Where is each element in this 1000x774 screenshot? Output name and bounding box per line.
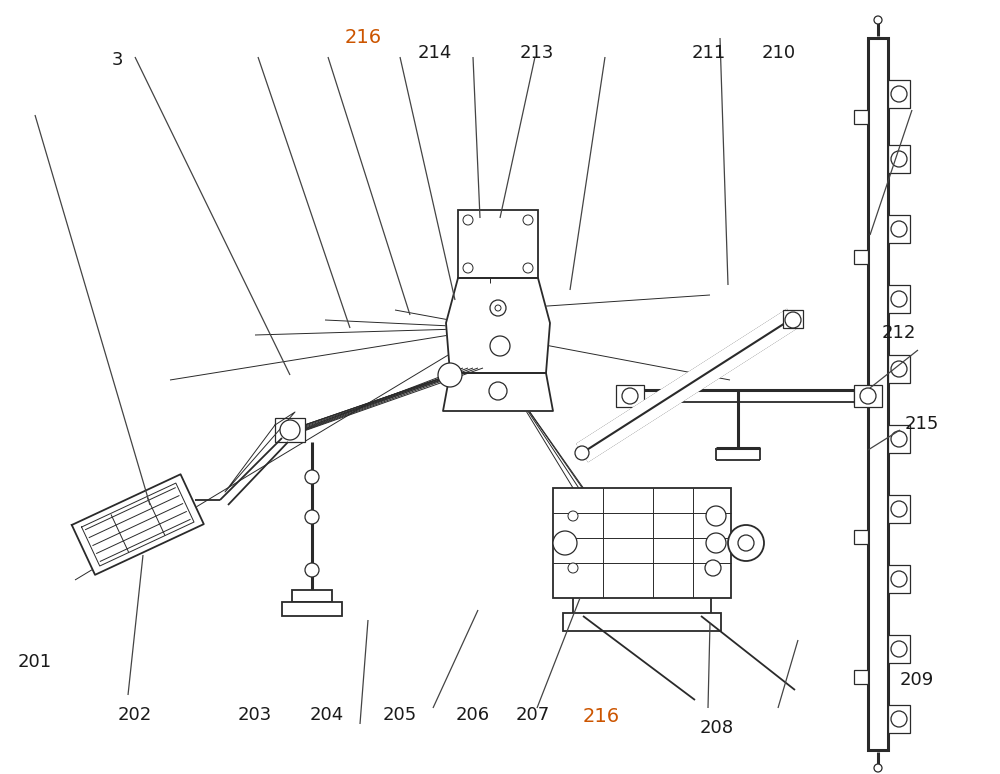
Circle shape [860, 388, 876, 404]
Circle shape [305, 510, 319, 524]
Bar [854, 390, 868, 404]
Circle shape [891, 641, 907, 657]
Bar [888, 215, 910, 243]
Bar [854, 250, 868, 264]
Text: 202: 202 [118, 706, 152, 724]
Polygon shape [446, 278, 550, 373]
Bar [888, 635, 910, 663]
Bar [888, 705, 910, 733]
Text: 211: 211 [692, 43, 726, 62]
Circle shape [728, 525, 764, 561]
Circle shape [490, 336, 510, 356]
Circle shape [463, 215, 473, 225]
Circle shape [438, 363, 462, 387]
Circle shape [489, 382, 507, 400]
Bar [854, 110, 868, 124]
Circle shape [891, 151, 907, 167]
Polygon shape [82, 483, 194, 566]
Text: 212: 212 [882, 324, 916, 342]
Bar [888, 425, 910, 453]
Bar [854, 385, 882, 407]
Text: 203: 203 [238, 706, 272, 724]
Circle shape [785, 312, 801, 328]
Bar [888, 145, 910, 173]
Text: 207: 207 [516, 706, 550, 724]
Bar [553, 488, 731, 598]
Bar [888, 565, 910, 593]
Text: 210: 210 [762, 43, 796, 62]
Bar [563, 613, 721, 631]
Bar [458, 210, 538, 278]
Text: 216: 216 [583, 707, 620, 726]
Circle shape [891, 221, 907, 237]
Circle shape [568, 563, 578, 573]
Circle shape [738, 535, 754, 551]
Circle shape [305, 563, 319, 577]
Bar [275, 418, 305, 442]
Circle shape [891, 571, 907, 587]
Circle shape [706, 533, 726, 553]
Bar [616, 385, 644, 407]
Text: 206: 206 [456, 706, 490, 724]
Circle shape [705, 560, 721, 576]
Circle shape [874, 764, 882, 772]
Text: 213: 213 [520, 43, 554, 62]
Circle shape [523, 263, 533, 273]
Text: 216: 216 [345, 28, 382, 46]
Circle shape [891, 431, 907, 447]
Circle shape [490, 300, 506, 316]
Bar [292, 590, 332, 602]
Circle shape [891, 291, 907, 307]
Text: 215: 215 [905, 415, 939, 433]
Circle shape [280, 420, 300, 440]
Bar [888, 80, 910, 108]
Circle shape [575, 446, 589, 460]
Bar [888, 355, 910, 383]
Text: 201: 201 [18, 652, 52, 671]
Circle shape [622, 388, 638, 404]
Bar [282, 602, 342, 616]
Bar [783, 310, 803, 328]
Bar [854, 530, 868, 544]
Circle shape [553, 531, 577, 555]
Circle shape [568, 511, 578, 521]
Circle shape [305, 470, 319, 484]
Circle shape [706, 506, 726, 526]
Text: 204: 204 [310, 706, 344, 724]
Text: 3: 3 [112, 51, 124, 70]
Bar [854, 670, 868, 684]
Bar [888, 495, 910, 523]
Circle shape [891, 501, 907, 517]
Polygon shape [72, 474, 204, 575]
Polygon shape [443, 373, 553, 411]
Circle shape [891, 86, 907, 102]
Circle shape [523, 215, 533, 225]
Text: 208: 208 [700, 718, 734, 737]
Circle shape [495, 305, 501, 311]
Bar [868, 38, 888, 750]
Circle shape [463, 263, 473, 273]
Text: 205: 205 [383, 706, 417, 724]
Circle shape [891, 361, 907, 377]
Text: 209: 209 [900, 670, 934, 689]
Circle shape [874, 16, 882, 24]
Bar [888, 285, 910, 313]
Circle shape [891, 711, 907, 727]
Text: 214: 214 [418, 43, 452, 62]
